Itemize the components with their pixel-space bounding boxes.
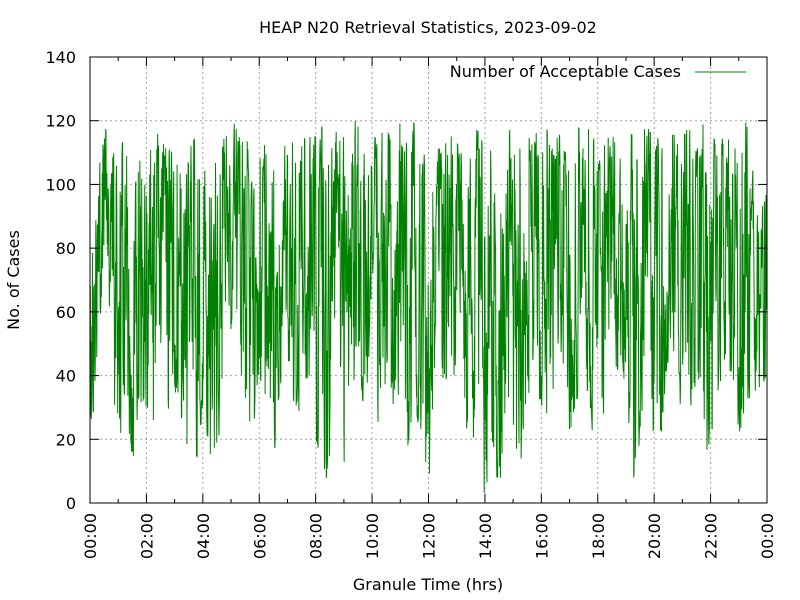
grid xyxy=(90,57,767,503)
x-tick-label: 08:00 xyxy=(307,513,326,559)
y-tick-label: 20 xyxy=(56,430,76,449)
y-tick-label: 120 xyxy=(45,112,76,131)
x-tick-label: 18:00 xyxy=(589,513,608,559)
legend-label: Number of Acceptable Cases xyxy=(450,62,681,81)
series-line xyxy=(89,120,768,493)
y-axis-label: No. of Cases xyxy=(4,230,23,330)
y-tick-label: 0 xyxy=(66,494,76,513)
x-tick-label: 00:00 xyxy=(81,513,100,559)
y-tick-label: 40 xyxy=(56,367,76,386)
x-tick-label: 00:00 xyxy=(758,513,777,559)
x-axis-label: Granule Time (hrs) xyxy=(353,575,503,594)
series-number-of-acceptable-cases xyxy=(89,120,768,493)
y-tick-labels: 0 20 40 60 80 100 120 140 xyxy=(45,48,76,513)
x-tick-labels: 00:00 02:00 04:00 06:00 08:00 10:00 12:00 14:00… xyxy=(81,513,777,559)
x-tick-label: 04:00 xyxy=(194,513,213,559)
y-tick-label: 80 xyxy=(56,239,76,258)
x-tick-label: 14:00 xyxy=(476,513,495,559)
x-tick-label: 12:00 xyxy=(420,513,439,559)
y-tick-label: 140 xyxy=(45,48,76,67)
x-tick-label: 16:00 xyxy=(532,513,551,559)
x-tick-label: 22:00 xyxy=(702,513,721,559)
legend: Number of Acceptable Cases xyxy=(450,62,746,81)
chart-title: HEAP N20 Retrieval Statistics, 2023-09-0… xyxy=(259,18,597,37)
x-tick-label: 10:00 xyxy=(363,513,382,559)
x-tick-label: 06:00 xyxy=(250,513,269,559)
y-tick-label: 100 xyxy=(45,175,76,194)
y-tick-label: 60 xyxy=(56,303,76,322)
x-tick-label: 20:00 xyxy=(645,513,664,559)
axis-ticks xyxy=(89,56,768,504)
x-tick-label: 02:00 xyxy=(137,513,156,559)
